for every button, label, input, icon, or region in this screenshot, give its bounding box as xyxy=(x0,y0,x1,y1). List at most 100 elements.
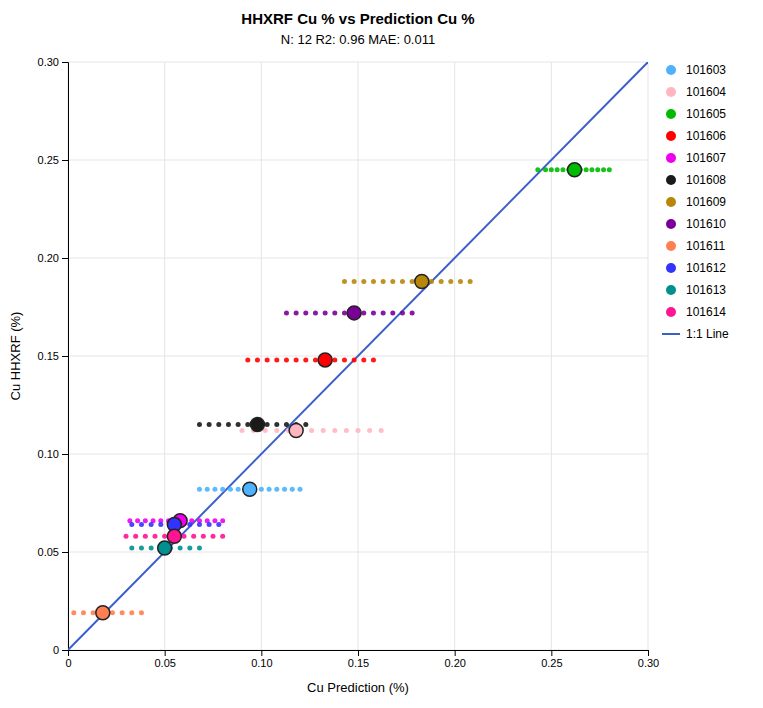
point xyxy=(298,487,303,492)
y-tick: 0.10 xyxy=(38,448,68,460)
x-tick-mark xyxy=(455,650,456,656)
point xyxy=(390,279,395,284)
point xyxy=(303,422,308,427)
point xyxy=(303,357,308,362)
point xyxy=(212,518,217,523)
point xyxy=(400,310,405,315)
x-tick-mark xyxy=(261,650,262,656)
point xyxy=(284,310,289,315)
point xyxy=(371,279,376,284)
legend-item: 101604 xyxy=(666,85,726,99)
point xyxy=(410,310,415,315)
legend-label: 101613 xyxy=(686,283,726,297)
x-tick-label: 0 xyxy=(65,657,71,669)
x-axis-line xyxy=(69,651,649,657)
point xyxy=(274,428,279,433)
x-tick: 0.05 xyxy=(154,650,175,669)
point xyxy=(274,487,279,492)
x-tick: 0.30 xyxy=(638,650,659,669)
y-tick-label: 0 xyxy=(53,644,59,656)
point xyxy=(143,534,148,539)
x-tick-label: 0.25 xyxy=(541,657,562,669)
point xyxy=(584,167,589,172)
point xyxy=(410,279,415,284)
point xyxy=(367,428,372,433)
x-tick: 0.20 xyxy=(444,650,465,669)
point xyxy=(187,522,192,527)
x-tick-label: 0.10 xyxy=(251,657,272,669)
point xyxy=(265,357,270,362)
point xyxy=(129,546,134,551)
legend-label: 101609 xyxy=(686,195,726,209)
mean-point xyxy=(158,541,172,555)
y-tick: 0.05 xyxy=(38,546,68,558)
point xyxy=(555,167,560,172)
point xyxy=(143,518,148,523)
y-axis-line xyxy=(62,63,69,651)
legend-item: 101614 xyxy=(666,305,726,319)
y-tick-label: 0.30 xyxy=(38,56,59,68)
reference-line xyxy=(68,62,648,650)
legend-item: 101613 xyxy=(666,283,726,297)
point xyxy=(342,357,347,362)
point xyxy=(267,487,272,492)
point xyxy=(313,357,318,362)
point xyxy=(201,534,206,539)
legend-label: 101606 xyxy=(686,129,726,143)
legend-swatch xyxy=(666,307,676,317)
point xyxy=(205,487,210,492)
point xyxy=(342,279,347,284)
point xyxy=(274,357,279,362)
legend-swatch xyxy=(666,109,676,119)
legend-swatch xyxy=(666,87,676,97)
point xyxy=(226,422,231,427)
y-tick-mark xyxy=(62,454,68,455)
title: HHXRF Cu % vs Prediction Cu % xyxy=(241,10,474,27)
point xyxy=(400,279,405,284)
x-tick-mark xyxy=(648,650,649,656)
y-tick-mark xyxy=(62,552,68,553)
point xyxy=(323,310,328,315)
mean-point xyxy=(167,529,181,543)
subtitle: N: 12 R2: 0.96 MAE: 0.011 xyxy=(281,32,435,47)
point xyxy=(290,487,295,492)
y-tick: 0.25 xyxy=(38,154,68,166)
x-tick-label: 0.05 xyxy=(154,657,175,669)
legend-label: 101612 xyxy=(686,261,726,275)
point xyxy=(149,522,154,527)
point xyxy=(361,279,366,284)
point xyxy=(236,487,241,492)
y-tick-mark xyxy=(62,650,68,651)
point xyxy=(216,422,221,427)
point xyxy=(207,422,212,427)
legend-item: 1:1 Line xyxy=(662,327,729,341)
y-grid-line xyxy=(68,160,648,161)
point xyxy=(439,279,444,284)
point xyxy=(220,487,225,492)
point xyxy=(207,522,212,527)
point xyxy=(560,167,565,172)
point xyxy=(212,487,217,492)
lines xyxy=(68,62,648,650)
point xyxy=(255,357,260,362)
point xyxy=(607,167,612,172)
point xyxy=(381,310,386,315)
point xyxy=(332,357,337,362)
legend-item: 101603 xyxy=(666,63,726,77)
point xyxy=(71,610,76,615)
y-grid-line xyxy=(68,454,648,455)
point xyxy=(309,428,314,433)
point xyxy=(110,610,115,615)
x-tick: 0 xyxy=(65,650,71,669)
point xyxy=(344,428,349,433)
point xyxy=(294,310,299,315)
legend-label: 1:1 Line xyxy=(686,327,729,341)
mean-point xyxy=(96,606,110,620)
point xyxy=(284,422,289,427)
legend-item: 101607 xyxy=(666,151,726,165)
point xyxy=(236,422,241,427)
mean-point xyxy=(568,163,582,177)
point xyxy=(303,310,308,315)
point xyxy=(282,487,287,492)
legend-swatch xyxy=(666,175,676,185)
